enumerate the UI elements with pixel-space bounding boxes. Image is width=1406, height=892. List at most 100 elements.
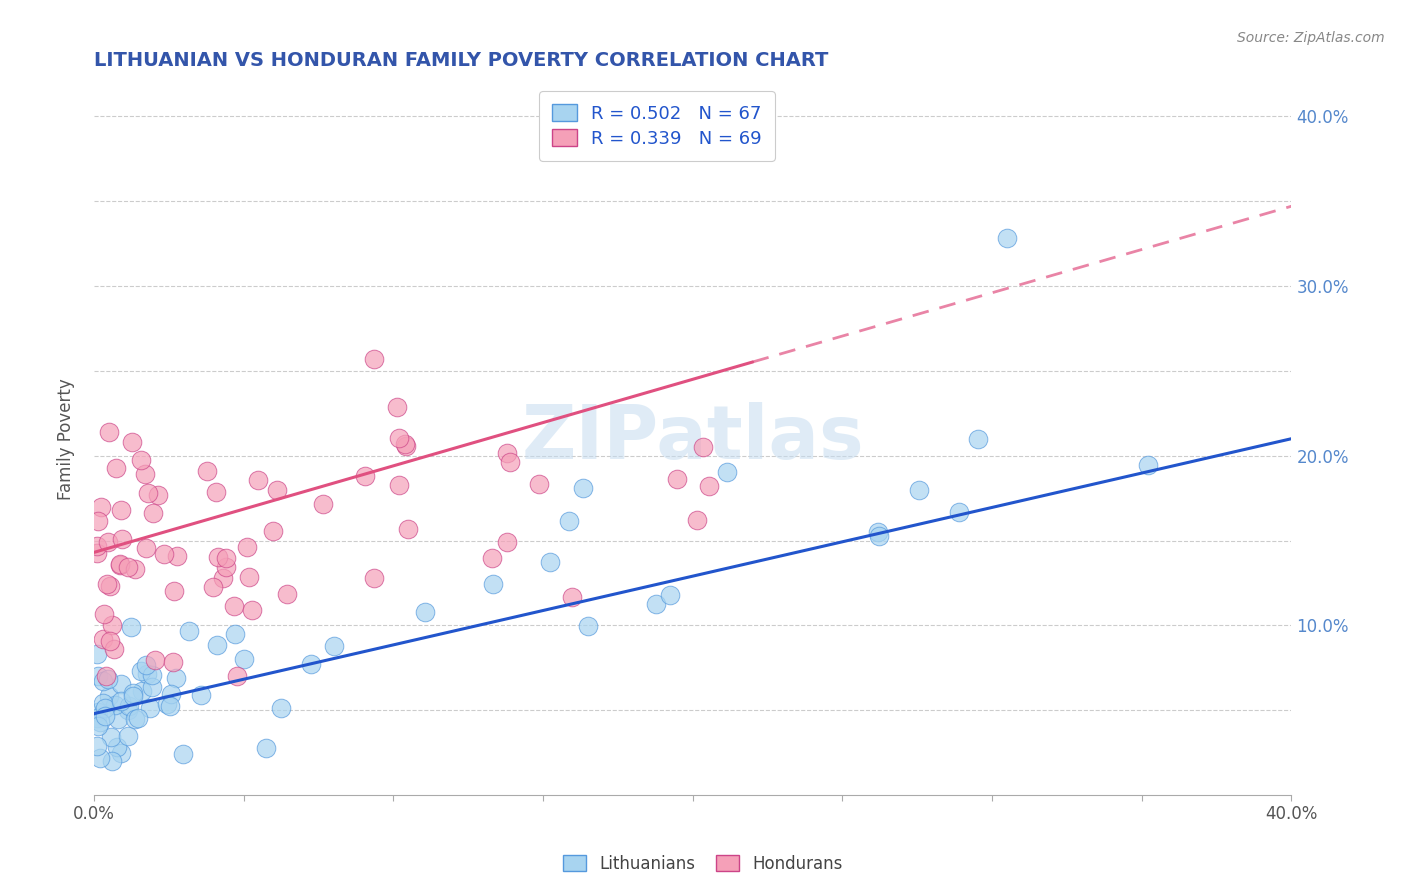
Point <box>91 674 114 689</box>
Point <box>388 431 411 445</box>
Point <box>692 440 714 454</box>
Point <box>101 617 124 632</box>
Point <box>135 541 157 556</box>
Point <box>211 571 233 585</box>
Point <box>131 684 153 698</box>
Point <box>201 580 224 594</box>
Point <box>110 677 132 691</box>
Point <box>270 700 292 714</box>
Point <box>89 715 111 730</box>
Text: ZIPatlas: ZIPatlas <box>522 402 865 475</box>
Point <box>385 401 408 415</box>
Point <box>110 503 132 517</box>
Point <box>87 719 110 733</box>
Point <box>103 642 125 657</box>
Point <box>363 571 385 585</box>
Point <box>108 558 131 572</box>
Point <box>394 437 416 451</box>
Point <box>312 498 335 512</box>
Point <box>299 657 322 672</box>
Point <box>323 639 346 653</box>
Point <box>136 485 159 500</box>
Point <box>148 487 170 501</box>
Point <box>141 668 163 682</box>
Point <box>86 705 108 719</box>
Point <box>207 549 229 564</box>
Point <box>190 688 212 702</box>
Point <box>124 562 146 576</box>
Y-axis label: Family Poverty: Family Poverty <box>58 378 75 500</box>
Point <box>135 657 157 672</box>
Point <box>120 619 142 633</box>
Point <box>141 680 163 694</box>
Point <box>496 534 519 549</box>
Point <box>1137 458 1160 472</box>
Point <box>162 655 184 669</box>
Point <box>104 698 127 712</box>
Legend: R = 0.502   N = 67, R = 0.339   N = 69: R = 0.502 N = 67, R = 0.339 N = 69 <box>538 91 775 161</box>
Point <box>100 754 122 768</box>
Point <box>89 751 111 765</box>
Point <box>118 699 141 714</box>
Point <box>948 505 970 519</box>
Point <box>90 500 112 515</box>
Point <box>644 597 666 611</box>
Point <box>246 473 269 487</box>
Text: Source: ZipAtlas.com: Source: ZipAtlas.com <box>1237 31 1385 45</box>
Point <box>93 709 115 723</box>
Point <box>233 652 256 666</box>
Point <box>172 747 194 762</box>
Point <box>93 607 115 622</box>
Legend: Lithuanians, Hondurans: Lithuanians, Hondurans <box>557 848 849 880</box>
Point <box>222 599 245 614</box>
Point <box>124 712 146 726</box>
Point <box>110 746 132 760</box>
Point <box>117 729 139 743</box>
Point <box>482 577 505 591</box>
Point <box>561 590 583 604</box>
Point <box>659 588 682 602</box>
Point <box>111 532 134 546</box>
Point <box>86 739 108 753</box>
Point <box>205 484 228 499</box>
Point <box>238 570 260 584</box>
Point <box>156 697 179 711</box>
Point <box>697 479 720 493</box>
Point <box>87 514 110 528</box>
Point <box>86 539 108 553</box>
Point <box>143 653 166 667</box>
Point <box>97 672 120 686</box>
Point <box>481 551 503 566</box>
Point <box>127 711 149 725</box>
Point <box>529 477 551 491</box>
Point <box>215 560 238 574</box>
Point <box>91 632 114 646</box>
Point <box>87 669 110 683</box>
Point <box>224 627 246 641</box>
Point <box>266 483 288 497</box>
Point <box>163 584 186 599</box>
Point <box>97 534 120 549</box>
Point <box>100 730 122 744</box>
Point <box>98 425 121 440</box>
Point <box>254 741 277 756</box>
Point <box>96 577 118 591</box>
Point <box>94 700 117 714</box>
Point <box>97 689 120 703</box>
Point <box>558 514 581 528</box>
Point <box>153 547 176 561</box>
Point <box>240 603 263 617</box>
Point <box>363 351 385 366</box>
Point <box>226 669 249 683</box>
Point <box>107 712 129 726</box>
Point <box>353 468 375 483</box>
Point <box>121 434 143 449</box>
Point <box>110 694 132 708</box>
Text: LITHUANIAN VS HONDURAN FAMILY POVERTY CORRELATION CHART: LITHUANIAN VS HONDURAN FAMILY POVERTY CO… <box>94 51 828 70</box>
Point <box>276 586 298 600</box>
Point <box>139 700 162 714</box>
Point <box>868 529 890 543</box>
Point <box>686 512 709 526</box>
Point <box>388 478 411 492</box>
Point <box>117 703 139 717</box>
